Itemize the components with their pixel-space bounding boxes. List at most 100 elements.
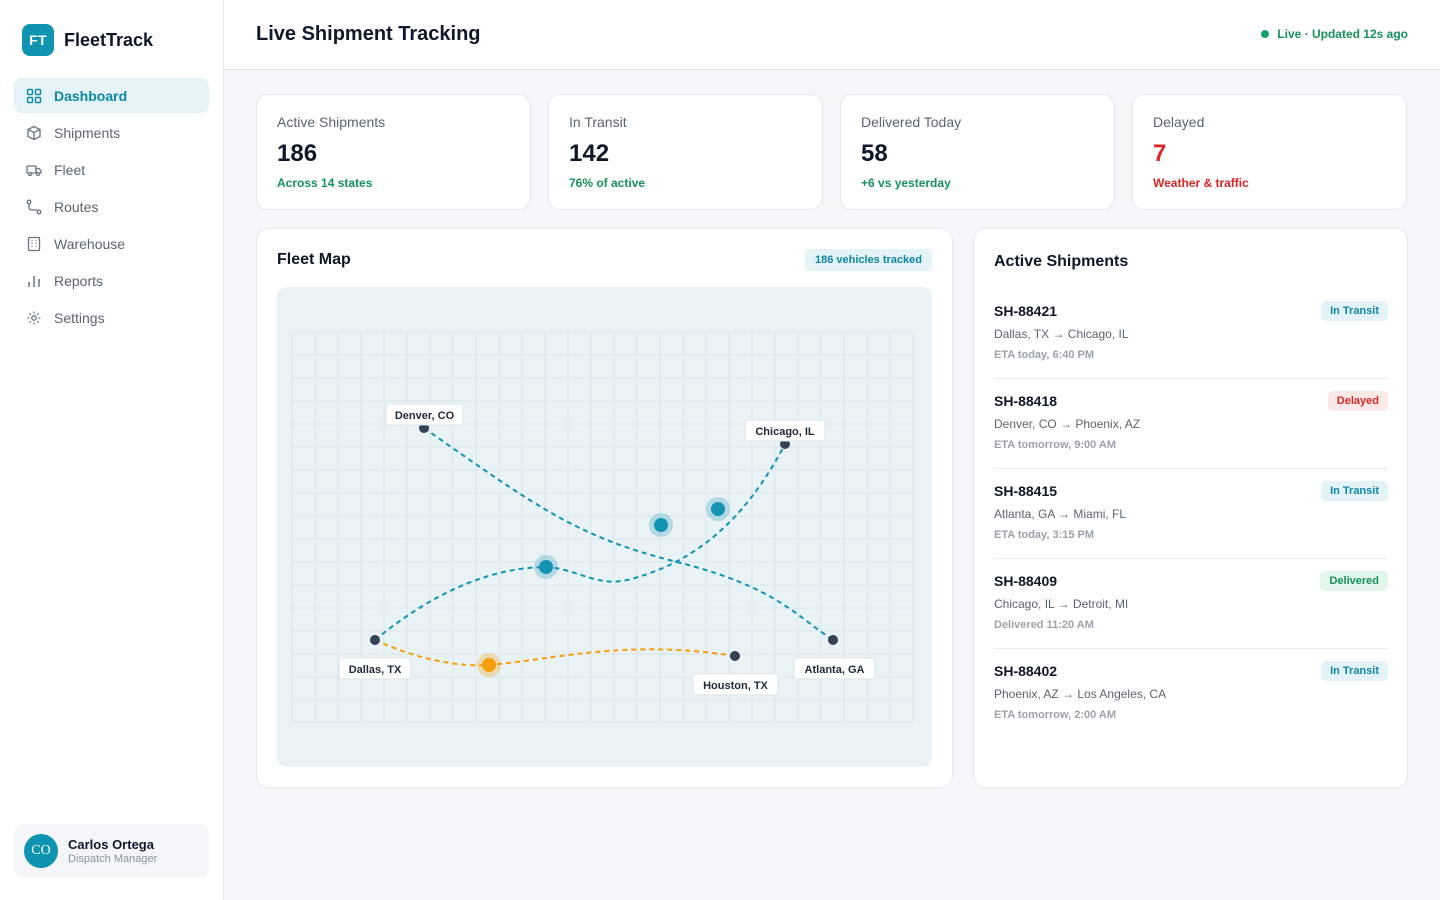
shipment-eta: Delivered 11:20 AM: [994, 619, 1094, 631]
live-dot-icon: [1261, 30, 1270, 38]
stat-label: Delivered Today: [861, 114, 962, 130]
vehicle-marker[interactable]: [649, 513, 673, 537]
svg-text:Chicago, IL: Chicago, IL: [755, 426, 815, 438]
sidebar-item-routes[interactable]: Routes: [14, 189, 209, 224]
vehicle-marker-delayed[interactable]: [477, 653, 501, 677]
gear-icon: [26, 310, 42, 326]
user-name: Carlos Ortega: [68, 837, 154, 852]
sidebar-item-label: Fleet: [54, 161, 86, 178]
live-status: Live · Updated 12s ago: [1261, 27, 1408, 41]
shipment-row[interactable]: SH-88409 Chicago, IL → Detroit, MI Deliv…: [994, 559, 1388, 649]
vehicle-marker[interactable]: [706, 497, 730, 521]
shipment-route: Denver, CO → Phoenix, AZ: [994, 417, 1141, 431]
stat-value: 186: [277, 140, 318, 167]
shipment-row[interactable]: SH-88418 Denver, CO → Phoenix, AZ ETA to…: [994, 379, 1388, 469]
route-dallas-chicago[interactable]: [374, 443, 786, 641]
sidebar-item-settings[interactable]: Settings: [14, 300, 209, 335]
vehicles-tracked-badge: 186 vehicles tracked: [804, 249, 932, 271]
stat-card-delayed[interactable]: Delayed 7 Weather & traffic: [1132, 94, 1407, 210]
city-label-houston: Houston, TX: [692, 673, 779, 696]
shipment-eta: ETA tomorrow, 9:00 AM: [994, 439, 1117, 451]
stat-note: Weather & traffic: [1153, 176, 1249, 190]
svg-text:Dallas, TX: Dallas, TX: [349, 664, 402, 676]
top-header: Live Shipment Tracking Live · Updated 12…: [224, 0, 1440, 70]
stat-value: 58: [861, 140, 888, 167]
fleet-map[interactable]: Denver, CO Chicago, IL Dallas, TX Housto…: [277, 287, 932, 767]
shipment-id: SH-88415: [994, 483, 1058, 499]
user-role: Dispatch Manager: [68, 853, 158, 865]
sidebar-item-label: Warehouse: [54, 235, 126, 252]
vehicle-marker[interactable]: [534, 555, 558, 579]
status-badge: Delayed: [1327, 391, 1388, 411]
stat-card-in-transit[interactable]: In Transit 142 76% of active: [548, 94, 823, 210]
sidebar-item-label: Dashboard: [54, 87, 128, 104]
sidebar-item-label: Reports: [54, 272, 104, 289]
route-dallas-houston-delayed[interactable]: [374, 639, 736, 667]
shipment-row[interactable]: SH-88402 Phoenix, AZ → Los Angeles, CA E…: [994, 649, 1388, 739]
live-status-text: Live · Updated 12s ago: [1277, 27, 1408, 41]
stat-note: 76% of active: [569, 176, 646, 190]
stat-label: Delayed: [1153, 114, 1205, 130]
stat-value: 142: [569, 140, 610, 167]
sidebar-nav: Dashboard Shipments Fleet Routes Warehou…: [14, 78, 209, 337]
status-badge: In Transit: [1321, 481, 1388, 501]
grid-icon: [26, 88, 42, 104]
bar-chart-icon: [26, 273, 42, 289]
route-denver-atlanta[interactable]: [423, 427, 834, 641]
shipment-eta: ETA today, 3:15 PM: [994, 529, 1095, 541]
stat-label: Active Shipments: [277, 114, 386, 130]
status-badge: Delivered: [1320, 571, 1388, 591]
shipment-eta: ETA today, 6:40 PM: [994, 349, 1095, 361]
status-badge: In Transit: [1321, 661, 1388, 681]
sidebar-item-shipments[interactable]: Shipments: [14, 115, 209, 150]
sidebar: FT FleetTrack Dashboard Shipments Fleet: [0, 0, 224, 900]
fleet-map-title: Fleet Map: [277, 251, 351, 268]
shipment-id: SH-88421: [994, 303, 1058, 319]
svg-text:Denver, CO: Denver, CO: [395, 410, 455, 422]
city-label-atlanta: Atlanta, GA: [793, 657, 876, 680]
stat-note: +6 vs yesterday: [861, 176, 951, 190]
truck-icon: [26, 162, 42, 178]
sidebar-item-label: Routes: [54, 198, 99, 215]
shipment-id: SH-88418: [994, 393, 1058, 409]
shipment-list: SH-88421 Dallas, TX → Chicago, IL ETA to…: [994, 289, 1388, 739]
shipment-row[interactable]: SH-88415 Atlanta, GA → Miami, FL ETA tod…: [994, 469, 1388, 559]
shipment-route: Dallas, TX → Chicago, IL: [994, 327, 1129, 341]
stat-label: In Transit: [569, 114, 627, 130]
user-profile[interactable]: CO Carlos Ortega Dispatch Manager: [14, 824, 209, 878]
stat-note: Across 14 states: [277, 176, 373, 190]
route-icon: [26, 199, 42, 215]
sidebar-item-reports[interactable]: Reports: [14, 263, 209, 298]
brand-logo: FT: [22, 24, 54, 56]
shipment-row[interactable]: SH-88421 Dallas, TX → Chicago, IL ETA to…: [994, 289, 1388, 379]
brand[interactable]: FT FleetTrack: [22, 24, 153, 56]
shipment-route: Atlanta, GA → Miami, FL: [994, 507, 1127, 521]
sidebar-item-fleet[interactable]: Fleet: [14, 152, 209, 187]
status-badge: In Transit: [1321, 301, 1388, 321]
sidebar-item-dashboard[interactable]: Dashboard: [14, 78, 209, 113]
sidebar-item-label: Shipments: [54, 124, 121, 141]
fleet-map-canvas[interactable]: Denver, CO Chicago, IL Dallas, TX Housto…: [277, 287, 932, 767]
city-label-chicago: Chicago, IL: [744, 419, 826, 442]
svg-text:Houston, TX: Houston, TX: [703, 680, 768, 692]
city-dot-atlanta[interactable]: [828, 635, 838, 645]
shipment-route: Phoenix, AZ → Los Angeles, CA: [994, 687, 1167, 701]
city-label-dallas: Dallas, TX: [338, 657, 412, 680]
building-icon: [26, 236, 42, 252]
brand-name: FleetTrack: [64, 29, 154, 50]
city-label-denver: Denver, CO: [385, 403, 464, 426]
city-dot-dallas[interactable]: [370, 635, 380, 645]
shipment-eta: ETA tomorrow, 2:00 AM: [994, 709, 1117, 721]
stat-card-delivered-today[interactable]: Delivered Today 58 +6 vs yesterday: [840, 94, 1115, 210]
shipment-id: SH-88402: [994, 663, 1058, 679]
box-icon: [26, 125, 42, 141]
avatar: CO: [24, 834, 58, 868]
svg-text:Atlanta, GA: Atlanta, GA: [805, 664, 865, 676]
stat-card-active-shipments[interactable]: Active Shipments 186 Across 14 states: [256, 94, 531, 210]
fleet-map-card: Fleet Map 186 vehicles tracked: [256, 228, 953, 788]
sidebar-item-label: Settings: [54, 309, 105, 326]
map-grid: [291, 331, 914, 723]
sidebar-item-warehouse[interactable]: Warehouse: [14, 226, 209, 261]
page-title: Live Shipment Tracking: [256, 23, 481, 45]
city-dot-houston[interactable]: [730, 651, 740, 661]
